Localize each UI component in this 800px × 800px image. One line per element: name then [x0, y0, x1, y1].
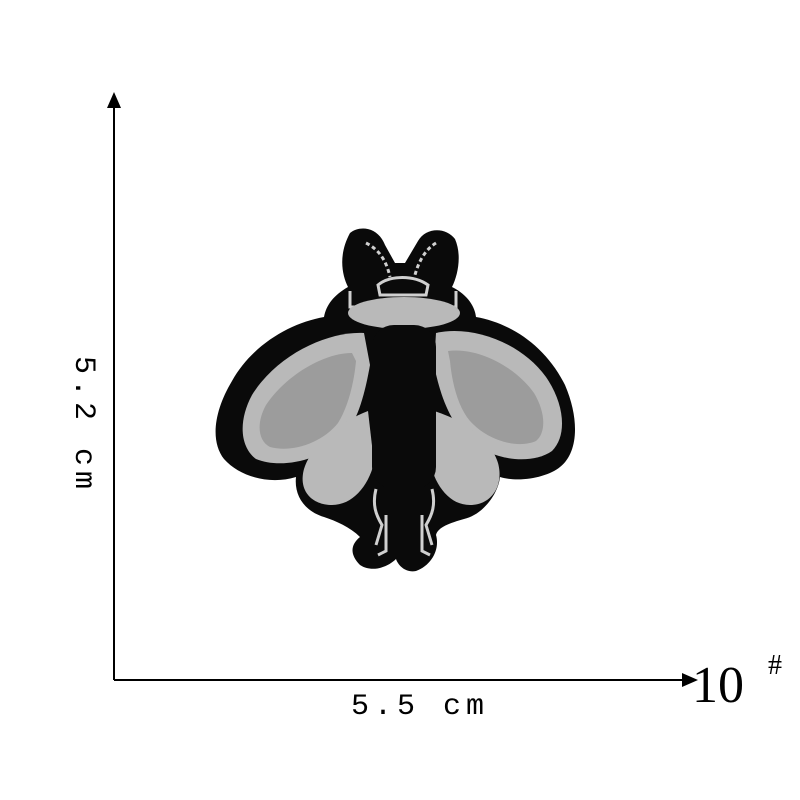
width-label: 5.5 cm	[350, 690, 490, 724]
size-code-mark: #	[768, 650, 782, 681]
bee-body	[372, 325, 436, 489]
width-arrowhead	[682, 673, 698, 687]
wing-left-inner	[259, 353, 356, 449]
bee-patch	[215, 228, 576, 572]
legs	[372, 488, 436, 557]
antenna-left	[365, 241, 392, 278]
wing-left-lower	[302, 411, 374, 505]
wing-right-inner	[448, 350, 544, 445]
antenna-right	[412, 241, 437, 280]
wing-right-lower	[430, 411, 500, 505]
size-code-number: 10	[692, 657, 744, 714]
bee-head	[376, 276, 430, 297]
height-arrowhead	[107, 92, 121, 108]
bee-thorax	[348, 297, 460, 329]
height-label: 5.2 cm	[66, 355, 100, 495]
